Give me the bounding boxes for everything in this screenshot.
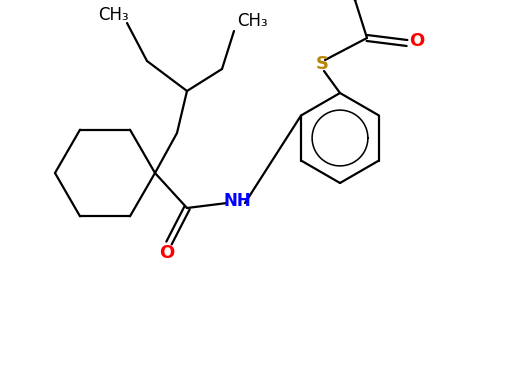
Text: NH: NH	[223, 192, 251, 210]
Text: S: S	[315, 55, 329, 73]
Text: CH₃: CH₃	[237, 12, 267, 30]
Text: CH₃: CH₃	[98, 6, 129, 24]
Text: O: O	[410, 32, 424, 50]
Text: O: O	[159, 244, 175, 262]
